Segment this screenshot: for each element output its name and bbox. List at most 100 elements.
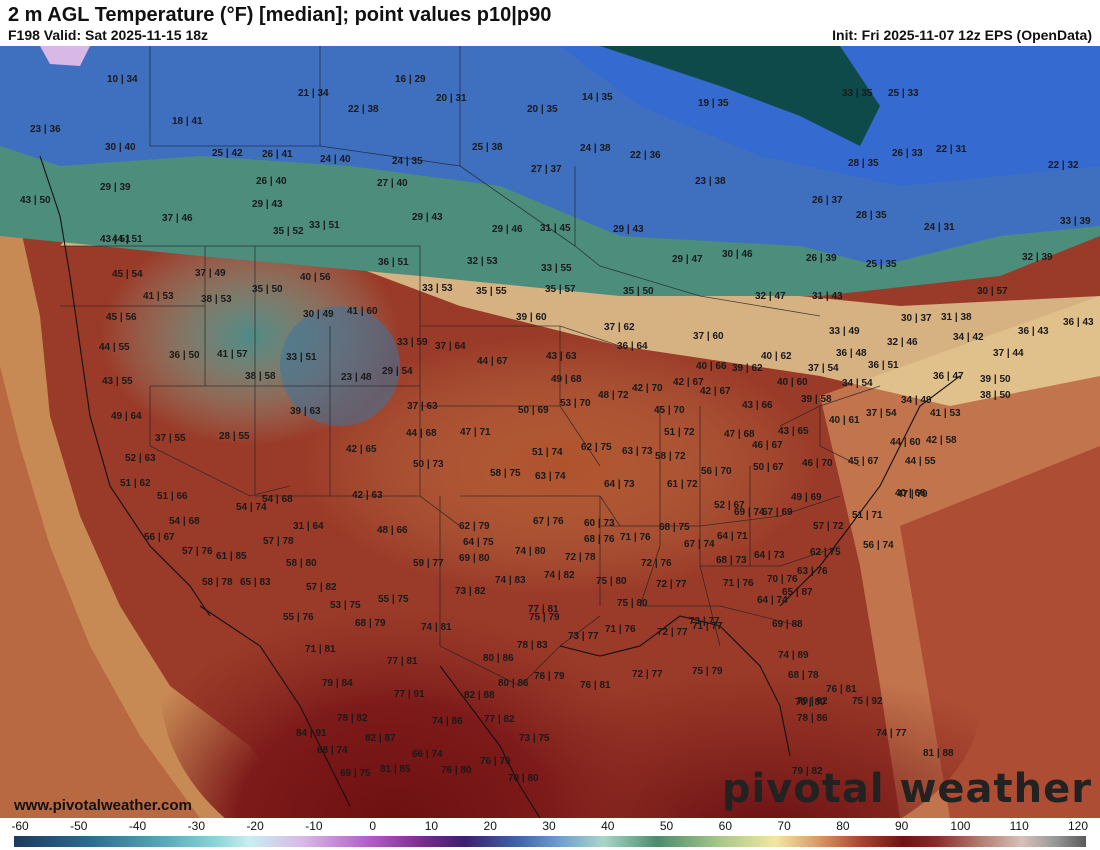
point-value-label: 81 | 85 [380, 764, 411, 775]
point-value-label: 43 | 51 [100, 234, 131, 245]
point-value-label: 54 | 68 [169, 516, 200, 527]
point-value-label: 69 | 88 [772, 619, 803, 630]
point-value-label: 48 | 66 [377, 525, 408, 536]
point-value-label: 32 | 53 [467, 256, 498, 267]
point-value-label: 43 | 65 [778, 426, 809, 437]
point-value-label: 18 | 41 [172, 116, 203, 127]
point-value-label: 28 | 35 [848, 158, 879, 169]
point-value-label: 33 | 53 [422, 283, 453, 294]
point-value-label: 74 | 80 [515, 546, 546, 557]
point-value-label: 65 | 87 [782, 587, 813, 598]
point-value-label: 23 | 36 [30, 124, 61, 135]
color-scale-tick: 110 [1009, 819, 1029, 833]
color-scale-tick: 30 [542, 819, 556, 833]
point-value-label: 67 | 76 [533, 516, 564, 527]
point-value-label: 57 | 78 [263, 536, 294, 547]
init-time-label: Init: Fri 2025-11-07 12z EPS (OpenData) [832, 27, 1092, 43]
point-value-label: 36 | 50 [169, 350, 200, 361]
point-value-label: 37 | 60 [693, 331, 724, 342]
point-value-label: 44 | 67 [477, 356, 508, 367]
color-scale-tick: 0 [369, 819, 376, 833]
valid-time-label: F198 Valid: Sat 2025-11-15 18z [8, 27, 209, 43]
point-value-label: 57 | 69 [762, 507, 793, 518]
point-value-label: 76 | 79 [480, 756, 511, 767]
point-value-label: 72 | 77 [656, 579, 687, 590]
point-value-label: 50 | 69 [518, 405, 549, 416]
point-value-label: 37 | 54 [808, 363, 839, 374]
point-value-label: 73 | 82 [455, 586, 486, 597]
temperature-map[interactable]: 10 | 34 21 | 34 16 | 29 20 | 31 20 | 35 14 | … [0, 46, 1100, 818]
website-label[interactable]: www.pivotalweather.com [14, 797, 192, 814]
point-value-label: 37 | 54 [866, 408, 897, 419]
point-value-label: 53 | 75 [330, 600, 361, 611]
point-value-label: 21 | 34 [298, 88, 329, 99]
point-value-label: 34 | 49 [901, 395, 932, 406]
cold-pocket [40, 46, 90, 66]
color-scale-tick: 100 [950, 819, 971, 833]
point-value-label: 66 | 74 [412, 749, 443, 760]
point-value-label: 42 | 65 [346, 444, 377, 455]
point-value-label: 80 | 86 [498, 678, 529, 689]
point-value-label: 35 | 50 [252, 284, 283, 295]
point-value-label: 40 | 61 [829, 415, 860, 426]
point-value-label: 20 | 31 [436, 93, 467, 104]
point-value-label: 31 | 64 [293, 521, 324, 532]
point-value-label: 51 | 66 [157, 491, 188, 502]
point-value-label: 43 | 66 [742, 400, 773, 411]
point-value-label: 39 | 60 [516, 312, 547, 323]
point-value-label: 43 | 55 [102, 376, 133, 387]
point-value-label: 41 | 60 [347, 306, 378, 317]
point-value-label: 44 | 51 [112, 234, 143, 245]
point-value-label: 38 | 58 [245, 371, 276, 382]
point-value-label: 47 | 68 [724, 429, 755, 440]
map-title: 2 m AGL Temperature (°F) [median]; point… [8, 4, 552, 26]
point-value-label: 56 | 67 [144, 532, 175, 543]
point-value-label: 77 | 82 [484, 714, 515, 725]
point-value-label: 14 | 35 [582, 92, 613, 103]
point-value-label: 74 | 86 [432, 716, 463, 727]
point-value-label: 31 | 45 [540, 223, 571, 234]
point-value-label: 54 | 74 [236, 502, 267, 513]
point-value-label: 51 | 74 [532, 447, 563, 458]
point-value-label: 63 | 74 [535, 471, 566, 482]
point-value-label: 26 | 33 [892, 148, 923, 159]
point-value-label: 43 | 50 [20, 195, 51, 206]
color-scale-tick: -40 [128, 819, 147, 833]
point-value-label: 40 | 68 [895, 488, 926, 499]
hudson-bay-water [600, 46, 880, 146]
point-value-label: 16 | 29 [395, 74, 426, 85]
point-value-label: 73 | 77 [568, 631, 599, 642]
point-value-label: 75 | 92 [852, 696, 883, 707]
point-value-label: 70 | 76 [767, 574, 798, 585]
point-value-label: 73 | 77 [689, 616, 720, 627]
point-value-label: 77 | 91 [394, 689, 425, 700]
point-value-label: 61 | 85 [216, 551, 247, 562]
colorado-cold-spot [280, 306, 400, 426]
point-value-label: 81 | 88 [923, 748, 954, 759]
point-value-label: 55 | 75 [378, 594, 409, 605]
point-value-label: 72 | 77 [632, 669, 663, 680]
point-value-label: 28 | 35 [856, 210, 887, 221]
point-value-label: 61 | 72 [667, 479, 698, 490]
point-value-label: 20 | 35 [527, 104, 558, 115]
point-value-label: 26 | 37 [812, 195, 843, 206]
point-value-label: 50 | 73 [413, 459, 444, 470]
point-value-label: 40 | 60 [777, 377, 808, 388]
point-value-label: 74 | 83 [495, 575, 526, 586]
point-value-label: 79 | 84 [322, 678, 353, 689]
color-scale-tick: 20 [483, 819, 497, 833]
point-value-label: 35 | 55 [476, 286, 507, 297]
color-scale-bar [14, 836, 1086, 847]
point-value-label: 43 | 63 [546, 351, 577, 362]
point-value-label: 80 | 86 [483, 653, 514, 664]
point-value-label: 44 | 60 [890, 437, 921, 448]
point-value-label: 33 | 55 [541, 263, 572, 274]
point-value-label: 45 | 67 [848, 456, 879, 467]
point-value-label: 63 | 73 [622, 446, 653, 457]
point-value-label: 47 | 70 [897, 489, 928, 500]
point-value-label: 42 | 70 [632, 383, 663, 394]
point-value-label: 78 | 83 [517, 640, 548, 651]
point-values-layer: 10 | 34 21 | 34 16 | 29 20 | 31 20 | 35 14 | … [20, 74, 1094, 784]
color-scale-tick: -30 [187, 819, 205, 833]
point-value-label: 33 | 51 [286, 352, 317, 363]
